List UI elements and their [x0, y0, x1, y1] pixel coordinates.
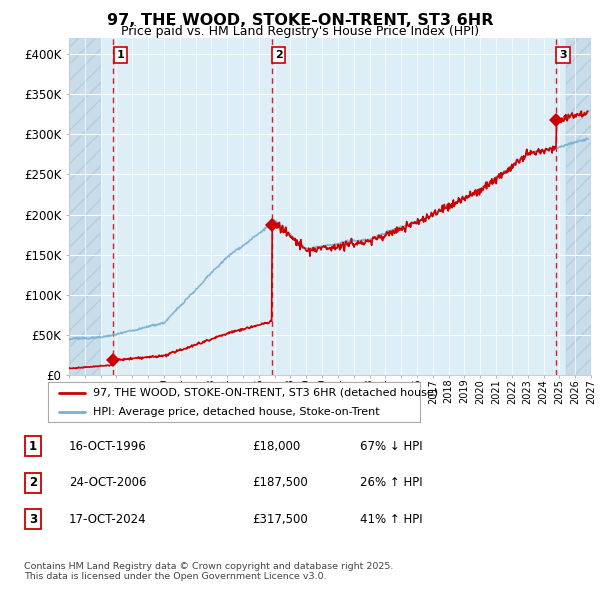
- Text: 97, THE WOOD, STOKE-ON-TRENT, ST3 6HR (detached house): 97, THE WOOD, STOKE-ON-TRENT, ST3 6HR (d…: [92, 388, 438, 398]
- Text: 67% ↓ HPI: 67% ↓ HPI: [360, 440, 422, 453]
- Text: 2: 2: [275, 50, 283, 60]
- Text: Contains HM Land Registry data © Crown copyright and database right 2025.
This d: Contains HM Land Registry data © Crown c…: [24, 562, 394, 581]
- Text: 16-OCT-1996: 16-OCT-1996: [69, 440, 147, 453]
- Bar: [69, 38, 101, 375]
- Text: £18,000: £18,000: [252, 440, 300, 453]
- Text: 2: 2: [29, 476, 37, 489]
- Text: 3: 3: [29, 513, 37, 526]
- Text: 41% ↑ HPI: 41% ↑ HPI: [360, 513, 422, 526]
- Text: £317,500: £317,500: [252, 513, 308, 526]
- Text: Price paid vs. HM Land Registry's House Price Index (HPI): Price paid vs. HM Land Registry's House …: [121, 25, 479, 38]
- Text: £187,500: £187,500: [252, 476, 308, 489]
- Text: 1: 1: [29, 440, 37, 453]
- Text: 97, THE WOOD, STOKE-ON-TRENT, ST3 6HR: 97, THE WOOD, STOKE-ON-TRENT, ST3 6HR: [107, 13, 493, 28]
- Text: 17-OCT-2024: 17-OCT-2024: [69, 513, 146, 526]
- Text: 26% ↑ HPI: 26% ↑ HPI: [360, 476, 422, 489]
- Bar: [566, 38, 591, 375]
- Text: HPI: Average price, detached house, Stoke-on-Trent: HPI: Average price, detached house, Stok…: [92, 407, 379, 417]
- Text: 1: 1: [116, 50, 124, 60]
- Text: 3: 3: [559, 50, 567, 60]
- Text: 24-OCT-2006: 24-OCT-2006: [69, 476, 146, 489]
